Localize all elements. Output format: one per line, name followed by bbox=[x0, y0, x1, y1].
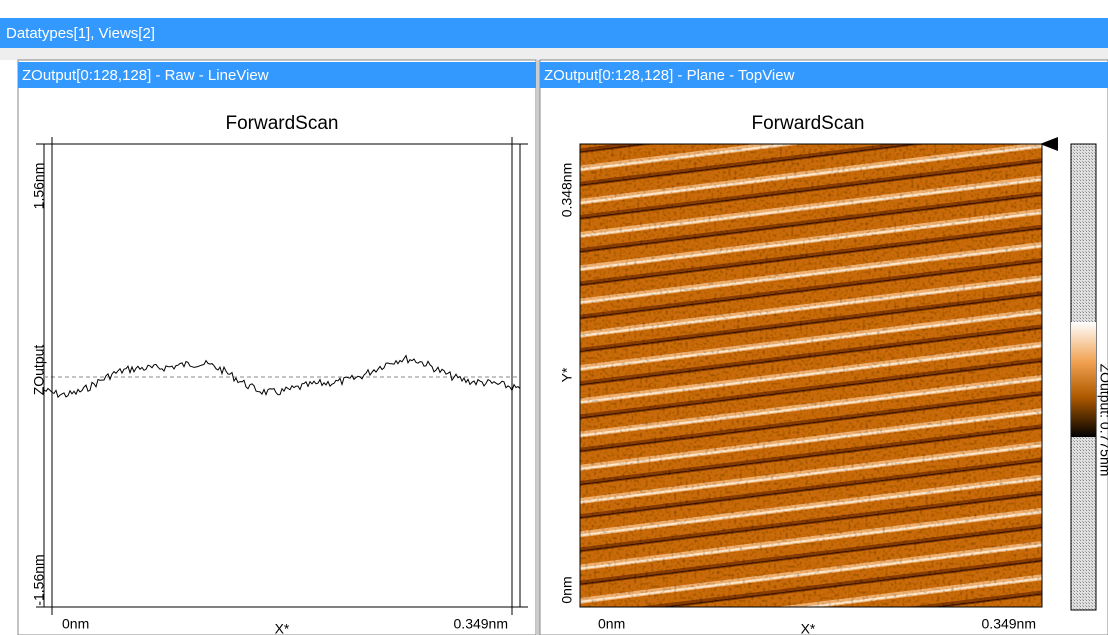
y-min-label: 0nm bbox=[559, 576, 575, 603]
x-axis-label: X* bbox=[275, 621, 290, 635]
x-max-label: 0.349nm bbox=[982, 616, 1036, 632]
header-title: Datatypes[1], Views[2] bbox=[6, 25, 155, 42]
splitter[interactable] bbox=[536, 60, 540, 635]
x-axis-label: X* bbox=[801, 621, 816, 635]
panel-title: ZOutput[0:128,128] - Raw - LineView bbox=[22, 67, 269, 84]
header-bar bbox=[0, 18, 1108, 48]
page: {"header": {"title": "Datatypes[1], View… bbox=[0, 0, 1108, 635]
scan-image bbox=[580, 144, 1042, 607]
top-margin bbox=[0, 0, 1108, 18]
y-axis-label: ZOutput bbox=[31, 345, 47, 396]
panel-title: ZOutput[0:128,128] - Plane - TopView bbox=[544, 67, 795, 84]
y-axis-label: Y* bbox=[559, 367, 575, 382]
plot-title: ForwardScan bbox=[226, 113, 339, 134]
y-max-label: 0.348nm bbox=[559, 163, 575, 217]
header-gap bbox=[0, 48, 1108, 60]
x-min-label: 0nm bbox=[62, 616, 89, 632]
colorbar-gradient bbox=[1071, 322, 1096, 437]
x-max-label: 0.349nm bbox=[454, 616, 508, 632]
y-max-label: 1.56nm bbox=[31, 163, 47, 210]
panel bbox=[18, 60, 536, 635]
window: Datatypes[1], Views[2] ZOutput[0:128,128… bbox=[0, 0, 1108, 635]
plot-title: ForwardScan bbox=[752, 113, 865, 134]
x-min-label: 0nm bbox=[598, 616, 625, 632]
colorbar-label: ZOutput: 0.775nm bbox=[1097, 364, 1108, 477]
y-min-label: -1.56nm bbox=[31, 554, 47, 605]
